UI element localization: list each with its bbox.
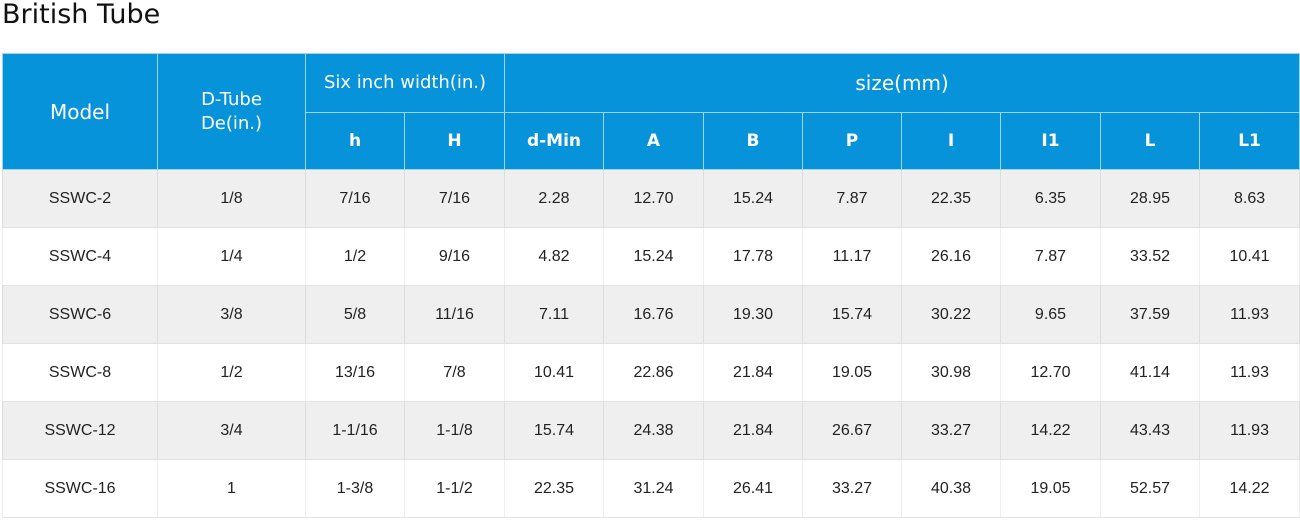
cell-h: 1-1/16	[305, 401, 405, 460]
cell-a: 31.24	[603, 459, 704, 518]
cell-h: 1-3/8	[305, 459, 405, 518]
cell-model: SSWC-8	[2, 343, 158, 402]
cell-p: 11.17	[802, 227, 902, 286]
cell-a: 22.86	[603, 343, 704, 402]
cell-p: 15.74	[802, 285, 902, 344]
cell-dtube: 1	[157, 459, 306, 518]
cell-i1: 7.87	[1000, 227, 1101, 286]
cell-d-min: 2.28	[504, 169, 604, 228]
header-i1: I1	[1000, 112, 1101, 170]
cell-l: 28.95	[1100, 169, 1200, 228]
cell-b: 21.84	[703, 401, 803, 460]
cell-b: 17.78	[703, 227, 803, 286]
cell-l: 41.14	[1100, 343, 1200, 402]
table-row: SSWC-4 1/4 1/2 9/16 4.82 15.24 17.78 11.…	[2, 227, 1300, 286]
header-i: I	[901, 112, 1001, 170]
cell-i1: 6.35	[1000, 169, 1101, 228]
cell-H: 1-1/2	[404, 459, 505, 518]
cell-h: 13/16	[305, 343, 405, 402]
header-model: Model	[2, 53, 158, 170]
cell-i1: 12.70	[1000, 343, 1101, 402]
cell-i1: 14.22	[1000, 401, 1101, 460]
cell-H: 11/16	[404, 285, 505, 344]
cell-p: 26.67	[802, 401, 902, 460]
cell-dtube: 3/4	[157, 401, 306, 460]
cell-d-min: 10.41	[504, 343, 604, 402]
cell-i: 30.98	[901, 343, 1001, 402]
page-title: British Tube	[2, 0, 161, 30]
header-dtube-line1: D-Tube	[201, 88, 262, 110]
table-row: SSWC-12 3/4 1-1/16 1-1/8 15.74 24.38 21.…	[2, 401, 1300, 460]
cell-l: 33.52	[1100, 227, 1200, 286]
cell-l1: 11.93	[1198, 343, 1300, 402]
header-p: P	[802, 112, 902, 170]
header-dtube-line2: De(in.)	[200, 112, 263, 134]
cell-l1: 11.93	[1198, 401, 1300, 460]
cell-l: 52.57	[1100, 459, 1200, 518]
cell-a: 24.38	[603, 401, 704, 460]
cell-d-min: 15.74	[504, 401, 604, 460]
cell-l: 43.43	[1100, 401, 1200, 460]
header-row-sub: h H d-Min A B P I I1 L L1	[3, 112, 1300, 170]
cell-l1: 8.63	[1198, 169, 1300, 228]
cell-d-min: 4.82	[504, 227, 604, 286]
cell-H: 7/16	[404, 169, 505, 228]
cell-dtube: 3/8	[157, 285, 306, 344]
cell-i: 40.38	[901, 459, 1001, 518]
cell-dtube: 1/8	[157, 169, 306, 228]
table-row: SSWC-8 1/2 13/16 7/8 10.41 22.86 21.84 1…	[2, 343, 1300, 402]
cell-l1: 10.41	[1198, 227, 1300, 286]
cell-H: 7/8	[404, 343, 505, 402]
spec-table: Model D-Tube De(in.) Six inch width(in.)…	[2, 53, 1300, 518]
header-H: H	[404, 112, 505, 170]
cell-dtube: 1/2	[157, 343, 306, 402]
cell-model: SSWC-12	[2, 401, 158, 460]
cell-b: 19.30	[703, 285, 803, 344]
header-l1: L1	[1198, 112, 1300, 170]
table-row: SSWC-2 1/8 7/16 7/16 2.28 12.70 15.24 7.…	[2, 169, 1300, 228]
cell-a: 15.24	[603, 227, 704, 286]
cell-h: 7/16	[305, 169, 405, 228]
cell-a: 16.76	[603, 285, 704, 344]
cell-b: 15.24	[703, 169, 803, 228]
cell-H: 1-1/8	[404, 401, 505, 460]
header-a: A	[603, 112, 704, 170]
cell-i: 30.22	[901, 285, 1001, 344]
header-b: B	[703, 112, 803, 170]
table-row: SSWC-6 3/8 5/8 11/16 7.11 16.76 19.30 15…	[2, 285, 1300, 344]
cell-model: SSWC-16	[2, 459, 158, 518]
cell-dtube: 1/4	[157, 227, 306, 286]
cell-b: 26.41	[703, 459, 803, 518]
header-d-min: d-Min	[504, 112, 604, 170]
cell-d-min: 22.35	[504, 459, 604, 518]
header-l: L	[1100, 112, 1200, 170]
cell-model: SSWC-4	[2, 227, 158, 286]
cell-b: 21.84	[703, 343, 803, 402]
header-h: h	[305, 112, 405, 170]
header-row-top: Model D-Tube De(in.) Six inch width(in.)…	[2, 53, 1300, 170]
cell-l: 37.59	[1100, 285, 1200, 344]
cell-h: 5/8	[305, 285, 405, 344]
cell-i: 33.27	[901, 401, 1001, 460]
cell-i1: 9.65	[1000, 285, 1101, 344]
cell-i1: 19.05	[1000, 459, 1101, 518]
cell-a: 12.70	[603, 169, 704, 228]
cell-p: 33.27	[802, 459, 902, 518]
cell-d-min: 7.11	[504, 285, 604, 344]
cell-model: SSWC-6	[2, 285, 158, 344]
cell-H: 9/16	[404, 227, 505, 286]
cell-p: 19.05	[802, 343, 902, 402]
cell-l1: 14.22	[1198, 459, 1300, 518]
cell-h: 1/2	[305, 227, 405, 286]
cell-i: 22.35	[901, 169, 1001, 228]
cell-i: 26.16	[901, 227, 1001, 286]
cell-p: 7.87	[802, 169, 902, 228]
header-size-mm: size(mm)	[503, 53, 1300, 113]
cell-l1: 11.93	[1198, 285, 1300, 344]
header-dtube: D-Tube De(in.)	[157, 53, 306, 170]
header-six-inch-width: Six inch width(in.)	[305, 53, 505, 113]
cell-model: SSWC-2	[2, 169, 158, 228]
table-row: SSWC-16 1 1-3/8 1-1/2 22.35 31.24 26.41 …	[2, 459, 1300, 518]
